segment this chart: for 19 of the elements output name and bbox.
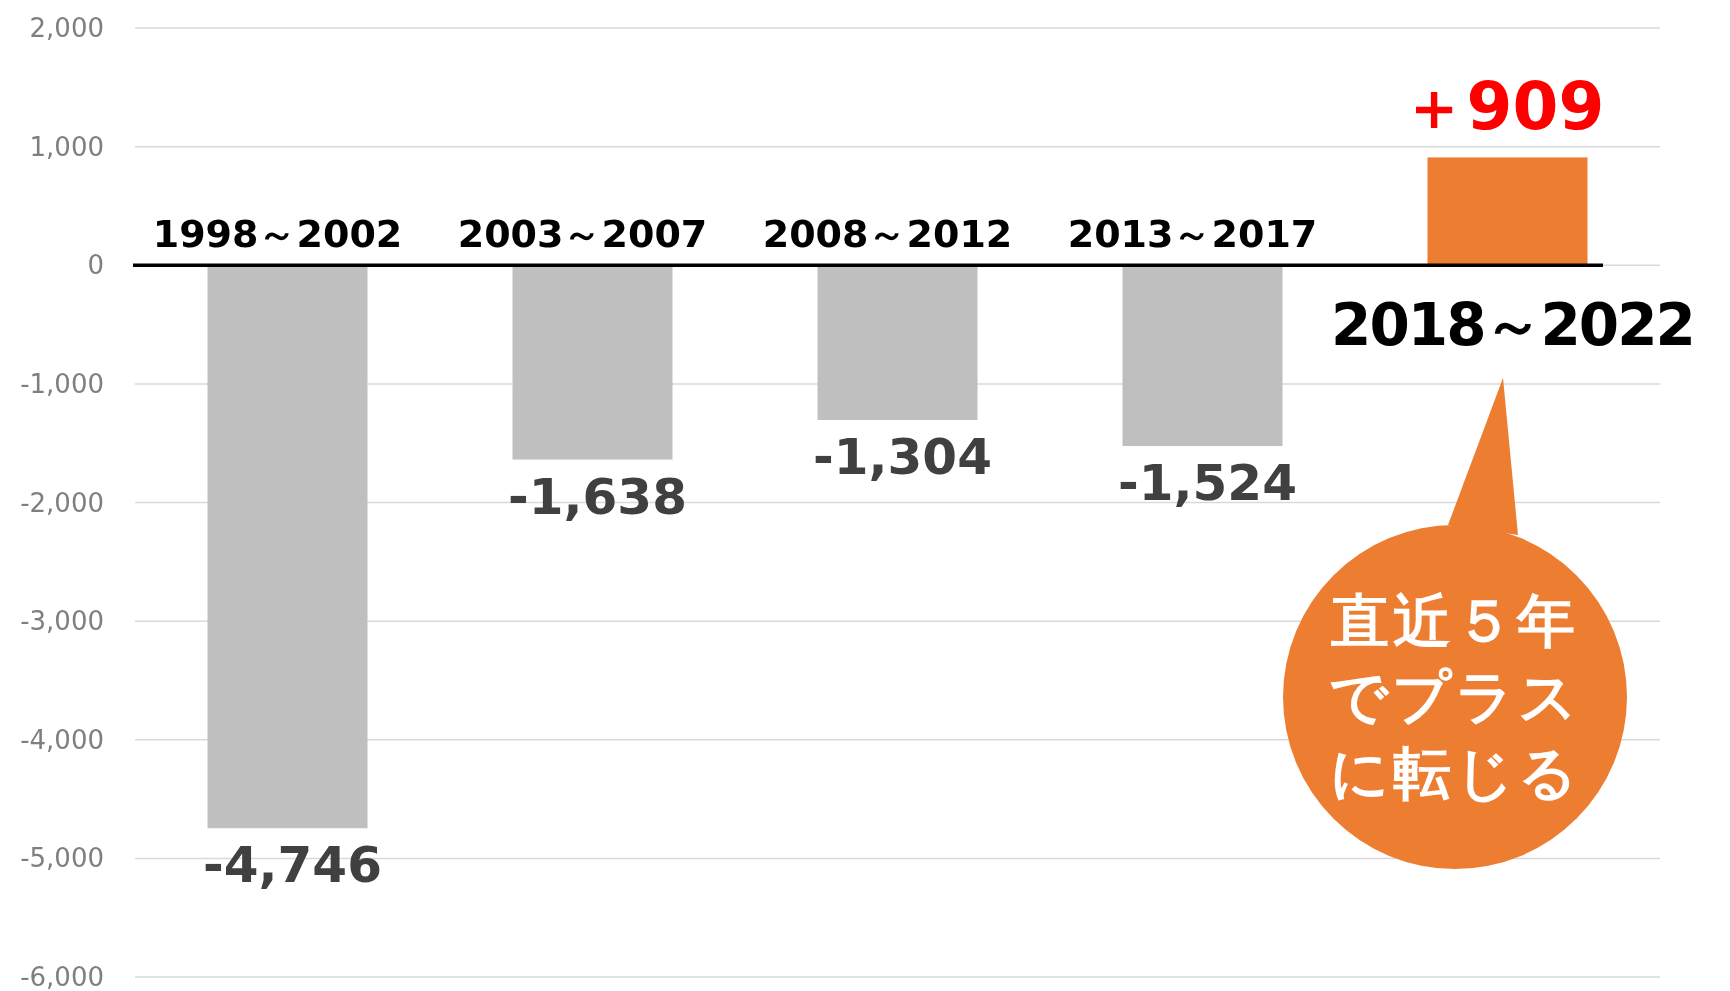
y-tick-label: 2,000: [29, 13, 104, 43]
y-tick-label: 0: [87, 250, 104, 281]
y-tick-label: -6,000: [20, 962, 104, 991]
y-tick-label: -5,000: [20, 843, 104, 874]
data-label: -1,304: [813, 427, 992, 486]
x-tick-label: 2008～2012: [762, 212, 1013, 257]
y-tick-label: -2,000: [20, 487, 104, 518]
y-tick-label: -3,000: [20, 606, 104, 637]
x-tick-label: 2013～2017: [1067, 212, 1318, 257]
data-label: -4,746: [203, 836, 382, 895]
x-tick-label: 2018～2022: [1331, 291, 1694, 360]
y-tick-label: -1,000: [20, 368, 104, 399]
x-tick-label: 2003～2007: [457, 212, 708, 257]
data-label: -1,638: [508, 467, 687, 526]
y-tick-label: 1,000: [29, 131, 104, 162]
x-tick-label: 1998～2002: [152, 212, 403, 257]
data-label: ＋909: [1400, 68, 1605, 146]
y-tick-label: -4,000: [20, 724, 104, 755]
annotation: 直近５年でプラスに転じる: [1328, 587, 1582, 807]
